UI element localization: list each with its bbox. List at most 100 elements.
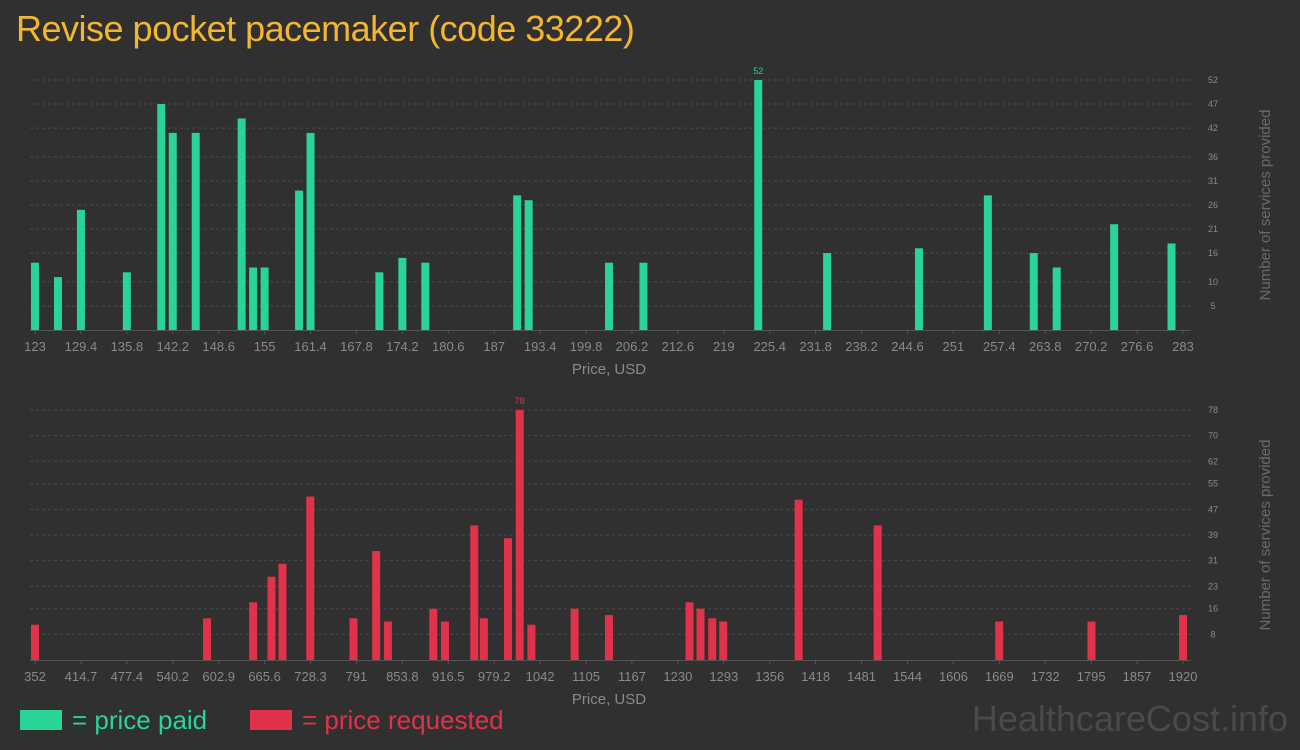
paid-x-tick-label: 148.6: [202, 339, 235, 354]
requested-x-tick-label: 1669: [985, 669, 1014, 684]
paid-bar: [605, 262, 613, 330]
paid-x-axis-label: Price, USD: [572, 361, 646, 378]
paid-y-tick-label: 42: [1208, 123, 1218, 133]
legend-paid-swatch: [20, 710, 62, 730]
requested-x-tick-label: 477.4: [111, 669, 144, 684]
paid-bar: [122, 272, 131, 330]
paid-y-tick-label: 47: [1208, 99, 1218, 109]
requested-x-tick-label: 853.8: [386, 669, 419, 684]
requested-max-value-label: 78: [515, 396, 525, 406]
paid-bar: [53, 277, 62, 330]
requested-x-tick-label: 1230: [663, 669, 692, 684]
requested-y-tick-label: 55: [1208, 479, 1218, 489]
requested-bar: [696, 608, 705, 660]
requested-bar: [267, 576, 276, 660]
requested-bar: [503, 538, 512, 660]
paid-bar: [914, 248, 923, 330]
paid-bar: [306, 132, 315, 330]
paid-y-axis-label: Number of services provided: [1257, 110, 1274, 301]
requested-x-tick-label: 791: [346, 669, 368, 684]
requested-bar: [278, 563, 287, 660]
requested-x-tick-label: 414.7: [65, 669, 98, 684]
requested-bar: [470, 525, 479, 660]
paid-x-tick-label: 270.2: [1075, 339, 1108, 354]
legend-paid: = price paid: [20, 705, 207, 735]
requested-x-tick-label: 1920: [1169, 669, 1198, 684]
paid-bar: [983, 195, 992, 330]
requested-x-tick-label: 1418: [801, 669, 830, 684]
paid-x-tick-label: 276.6: [1121, 339, 1154, 354]
paid-x-tick-label: 174.2: [386, 339, 419, 354]
paid-x-tick-label: 238.2: [845, 339, 878, 354]
paid-max-value-label: 52: [753, 66, 763, 76]
paid-x-tick-label: 231.8: [799, 339, 832, 354]
requested-y-tick-label: 31: [1208, 556, 1218, 566]
requested-bar: [794, 499, 803, 660]
paid-bar: [260, 267, 269, 330]
page-title: Revise pocket pacemaker (code 33222): [16, 8, 635, 49]
requested-bar: [708, 618, 717, 660]
requested-y-tick-label: 23: [1208, 581, 1218, 591]
requested-bar: [479, 618, 488, 660]
requested-bar: [1087, 621, 1096, 660]
paid-bar: [1167, 243, 1176, 330]
paid-x-tick-label: 263.8: [1029, 339, 1062, 354]
paid-bar: [31, 262, 39, 330]
paid-bar: [249, 267, 258, 330]
requested-bar: [719, 621, 728, 660]
requested-x-tick-label: 1356: [755, 669, 784, 684]
requested-x-tick-label: 1795: [1077, 669, 1106, 684]
requested-x-tick-label: 728.3: [294, 669, 327, 684]
paid-bar: [639, 262, 648, 330]
requested-bar: [605, 615, 613, 660]
paid-x-tick-label: 155: [254, 339, 276, 354]
requested-x-tick-label: 1105: [572, 669, 600, 684]
paid-x-tick-label: 123: [24, 339, 46, 354]
requested-bar: [249, 602, 258, 660]
paid-x-tick-label: 251: [943, 339, 965, 354]
requested-y-tick-label: 39: [1208, 530, 1218, 540]
requested-y-tick-label: 70: [1208, 431, 1218, 441]
paid-y-tick-label: 36: [1208, 152, 1218, 162]
paid-bar: [375, 272, 384, 330]
requested-bar: [685, 602, 694, 660]
legend-paid-label: = price paid: [72, 704, 208, 735]
paid-x-tick-label: 187: [483, 339, 505, 354]
paid-bar: [1052, 267, 1061, 330]
paid-y-tick-label: 10: [1208, 277, 1218, 287]
paid-x-tick-label: 135.8: [111, 339, 144, 354]
legend-requested-swatch: [250, 710, 292, 730]
requested-x-tick-label: 1606: [939, 669, 968, 684]
paid-bar: [191, 132, 200, 330]
paid-y-tick-label: 16: [1208, 248, 1218, 258]
requested-bar: [349, 618, 358, 660]
paid-bar: [237, 118, 246, 330]
paid-bar: [168, 132, 177, 330]
paid-bar: [157, 104, 166, 331]
paid-bar: [421, 262, 430, 330]
requested-x-tick-label: 916.5: [432, 669, 465, 684]
paid-bar: [1110, 224, 1119, 330]
paid-y-tick-label: 21: [1208, 224, 1218, 234]
requested-x-tick-label: 1042: [526, 669, 555, 684]
paid-x-tick-label: 283: [1172, 339, 1194, 354]
requested-x-tick-label: 1544: [893, 669, 922, 684]
requested-x-tick-label: 979.2: [478, 669, 511, 684]
paid-x-tick-label: 193.4: [524, 339, 557, 354]
requested-x-tick-label: 602.9: [202, 669, 235, 684]
price-paid-chart: 5 10 16 21 26 31 36 42 47 52 123 129.4 135.8 142.2 148…: [24, 66, 1274, 378]
paid-y-tick-label: 31: [1208, 176, 1218, 186]
paid-bar: [524, 200, 533, 330]
paid-x-tick-label: 129.4: [65, 339, 98, 354]
requested-bar: [383, 621, 392, 660]
legend-requested-label: = price requested: [302, 704, 504, 735]
requested-y-axis-label: Number of services provided: [1257, 440, 1274, 631]
requested-y-tick-label: 62: [1208, 456, 1218, 466]
paid-y-tick-label: 5: [1210, 301, 1215, 311]
requested-bar: [873, 525, 882, 660]
requested-x-tick-label: 665.6: [248, 669, 281, 684]
paid-x-tick-label: 225.4: [753, 339, 786, 354]
paid-bar: [295, 190, 304, 330]
requested-bar: [527, 624, 536, 660]
